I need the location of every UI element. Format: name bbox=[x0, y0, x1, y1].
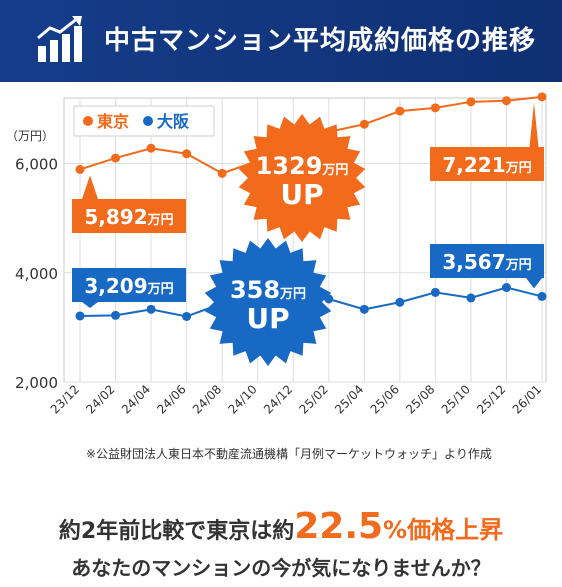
page-title: 中古マンション平均成約価格の推移 bbox=[104, 26, 537, 56]
osaka-end-label-pointer bbox=[526, 278, 542, 289]
tokyo-end-label-text: 7,221万円 bbox=[442, 153, 531, 177]
headline-suffix: 価格上昇 bbox=[407, 516, 504, 544]
tokyo-increase-badge-up: UP bbox=[280, 178, 323, 211]
osaka-increase-badge-value: 358万円 bbox=[230, 276, 306, 304]
data-point bbox=[146, 143, 156, 153]
price-chart: 2,000 4,000 6,000 （万円） 23/12 24/02 24/04 24/06 2… bbox=[0, 82, 562, 482]
x-tick-label: 24/06 bbox=[154, 382, 188, 416]
y-unit-label: （万円） bbox=[6, 129, 54, 143]
data-point bbox=[182, 149, 192, 159]
headline-percent-value: 22.5 bbox=[294, 506, 384, 547]
legend-label-osaka: 大阪 bbox=[157, 112, 190, 131]
x-tick-label: 25/10 bbox=[439, 382, 473, 416]
headline-prefix: 約2年前比較で東京は約 bbox=[58, 519, 295, 544]
x-tick-label: 24/02 bbox=[83, 382, 117, 416]
data-point bbox=[430, 287, 440, 297]
data-point bbox=[146, 304, 156, 314]
osaka-start-label-box bbox=[72, 268, 186, 302]
tokyo-increase-badge bbox=[238, 114, 366, 242]
bar-chart-up-icon bbox=[37, 16, 82, 62]
source-note: ※公益財団法人東日本不動産流通機構「月例マーケットウォッチ」より作成 bbox=[86, 446, 492, 461]
x-tick-label: 25/02 bbox=[297, 382, 331, 416]
data-point bbox=[466, 293, 476, 303]
data-point bbox=[359, 304, 369, 314]
data-point bbox=[75, 164, 85, 174]
x-tick-label: 25/04 bbox=[332, 382, 366, 416]
data-point bbox=[75, 311, 85, 321]
tokyo-increase-badge-value: 1329万円 bbox=[256, 152, 349, 180]
data-point bbox=[430, 103, 440, 113]
legend-label-tokyo: 東京 bbox=[97, 112, 129, 131]
y-tick-label: 4,000 bbox=[15, 265, 58, 283]
data-point bbox=[501, 283, 511, 293]
data-point bbox=[217, 168, 227, 178]
data-point bbox=[537, 291, 547, 301]
data-point bbox=[182, 311, 192, 321]
y-tick-label: 6,000 bbox=[15, 156, 58, 174]
subheadline: あなたのマンションの今が気になりませんか？ bbox=[71, 556, 491, 580]
tokyo-start-label-box bbox=[72, 199, 186, 233]
headline: 約2年前比較で東京は約22.5%価格上昇 bbox=[0, 506, 562, 547]
data-point bbox=[395, 106, 405, 116]
osaka-start-label-pointer bbox=[82, 302, 98, 308]
osaka-end-label-box bbox=[430, 244, 544, 278]
osaka-start-label-text: 3,209万円 bbox=[84, 274, 173, 298]
tokyo-start-label-text: 5,892万円 bbox=[84, 205, 173, 229]
legend-marker bbox=[143, 116, 153, 126]
osaka-end-label-text: 3,567万円 bbox=[442, 250, 531, 274]
data-point bbox=[395, 297, 405, 307]
y-tick-label: 2,000 bbox=[15, 374, 58, 392]
x-tick-label: 24/08 bbox=[190, 382, 224, 416]
x-tick-label: 24/12 bbox=[261, 382, 295, 416]
x-tick-label: 25/12 bbox=[474, 382, 508, 416]
x-tick-label: 25/08 bbox=[403, 382, 437, 416]
osaka-increase-badge bbox=[204, 238, 332, 366]
x-tick-label: 24/04 bbox=[119, 382, 153, 416]
legend-marker bbox=[83, 116, 93, 126]
data-point bbox=[537, 92, 547, 102]
data-point bbox=[501, 96, 511, 106]
header-banner: 中古マンション平均成約価格の推移 bbox=[0, 0, 562, 82]
data-point bbox=[111, 153, 121, 163]
data-point bbox=[111, 310, 121, 320]
x-tick-label: 26/01 bbox=[510, 382, 544, 416]
tokyo-end-label-box bbox=[430, 147, 544, 181]
osaka-increase-badge-up: UP bbox=[246, 302, 289, 335]
data-point bbox=[466, 97, 476, 107]
x-tick-label: 24/10 bbox=[225, 382, 259, 416]
headline-percent-sign: % bbox=[383, 516, 408, 544]
tokyo-start-label-pointer bbox=[82, 175, 98, 199]
data-point bbox=[359, 119, 369, 129]
x-tick-label: 25/06 bbox=[368, 382, 402, 416]
